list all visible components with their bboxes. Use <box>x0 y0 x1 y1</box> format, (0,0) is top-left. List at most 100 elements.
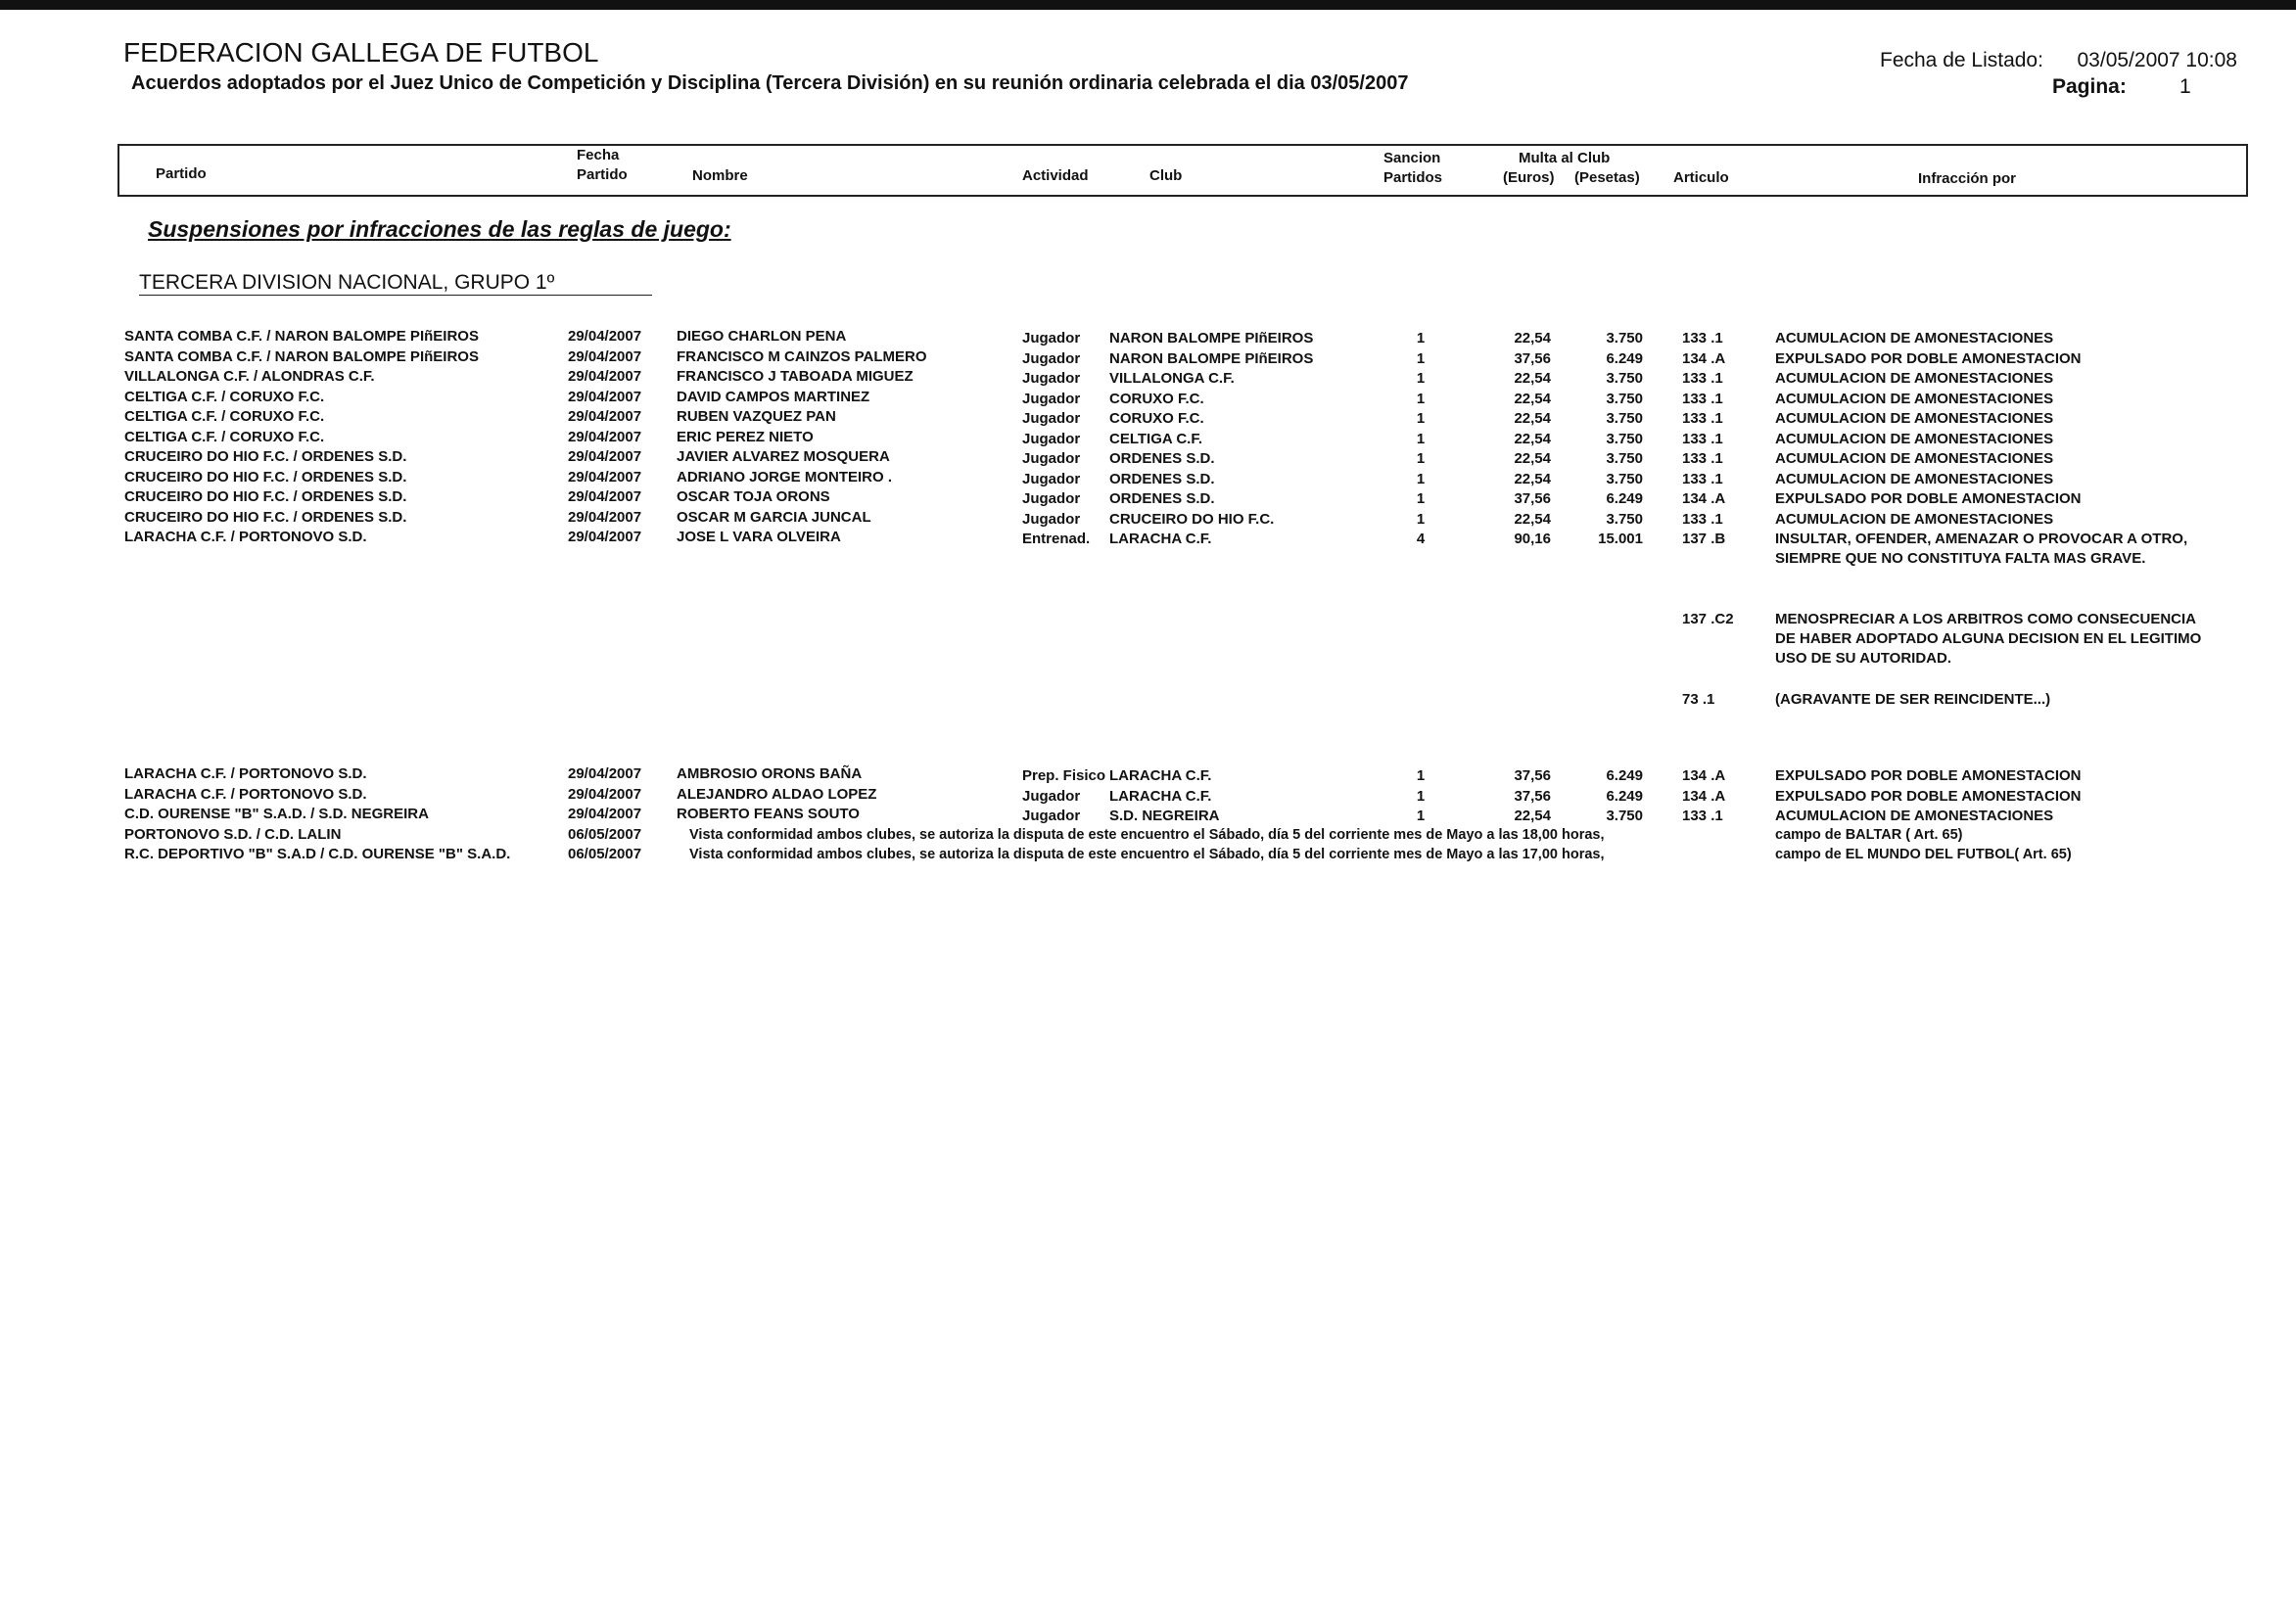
multa-pesetas: 6.249 <box>1606 787 1643 805</box>
col-pesetas: (Pesetas) <box>1574 169 1640 186</box>
fecha: 29/04/2007 <box>568 785 642 803</box>
multa-euros: 90,16 <box>1514 531 1551 547</box>
multa-pesetas: 3.750 <box>1606 808 1643 824</box>
infraccion: EXPULSADO POR DOBLE AMONESTACION <box>1775 349 2082 367</box>
col-euros: (Euros) <box>1503 169 1555 186</box>
title: FEDERACION GALLEGA DE FUTBOL <box>123 37 599 68</box>
actividad: Entrenad. <box>1022 531 1091 547</box>
col-fecha: Fecha <box>577 147 620 163</box>
multa-euros: 22,54 <box>1514 410 1551 427</box>
multa-euros: 22,54 <box>1514 470 1551 487</box>
articulo: 73 .1 <box>1682 691 1715 708</box>
infraccion: ACUMULACION DE AMONESTACIONES <box>1775 450 2054 467</box>
infraccion: ACUMULACION DE AMONESTACIONES <box>1775 808 2054 824</box>
fecha: 06/05/2007 <box>568 846 642 862</box>
actividad: Jugador <box>1022 470 1081 487</box>
club: CORUXO F.C. <box>1109 390 1204 407</box>
sancion-partidos: 1 <box>1416 470 1426 487</box>
club: LARACHA C.F. <box>1109 767 1212 784</box>
sancion-partidos: 1 <box>1416 450 1426 467</box>
actividad: Jugador <box>1022 349 1081 367</box>
nombre: FRANCISCO J TABOADA MIGUEZ <box>677 368 914 385</box>
multa-pesetas: 6.249 <box>1606 767 1643 784</box>
actividad: Jugador <box>1022 430 1081 447</box>
infraccion: EXPULSADO POR DOBLE AMONESTACION <box>1775 787 2082 805</box>
club: ORDENES S.D. <box>1109 470 1215 487</box>
page-label: Pagina: <box>2052 75 2127 98</box>
infraccion: INSULTAR, OFENDER, AMENAZAR O PROVOCAR A… <box>1775 531 2188 567</box>
club: CORUXO F.C. <box>1109 410 1204 427</box>
nombre: AMBROSIO ORONS BAÑA <box>677 765 863 782</box>
sancion-partidos: 1 <box>1416 767 1426 784</box>
club: ORDENES S.D. <box>1109 490 1215 507</box>
fecha: 29/04/2007 <box>568 765 642 782</box>
partido: C.D. OURENSE "B" S.A.D. / S.D. NEGREIRA <box>124 806 429 822</box>
nombre: DIEGO CHARLON PENA <box>677 328 847 345</box>
infraccion: ACUMULACION DE AMONESTACIONES <box>1775 390 2054 407</box>
multa-pesetas: 3.750 <box>1606 450 1643 467</box>
multa-euros: 37,56 <box>1514 767 1551 784</box>
column-header-box <box>117 144 2248 197</box>
multa-pesetas: 15.001 <box>1598 531 1643 547</box>
sancion-partidos: 1 <box>1416 410 1426 427</box>
partido: LARACHA C.F. / PORTONOVO S.D. <box>124 529 367 545</box>
articulo: 133 .1 <box>1682 808 1723 824</box>
nombre: ADRIANO JORGE MONTEIRO . <box>677 468 893 485</box>
subtitle: Acuerdos adoptados por el Juez Unico de … <box>131 72 1409 94</box>
fecha: 29/04/2007 <box>568 529 642 545</box>
articulo: 133 .1 <box>1682 390 1723 407</box>
club: VILLALONGA C.F. <box>1109 370 1235 387</box>
col-nombre: Nombre <box>692 167 748 184</box>
fecha: 29/04/2007 <box>568 347 642 365</box>
fecha: 29/04/2007 <box>568 468 642 485</box>
actividad: Jugador <box>1022 510 1081 528</box>
club: CRUCEIRO DO HIO F.C. <box>1109 510 1275 528</box>
multa-euros: 22,54 <box>1514 430 1551 447</box>
fecha: 29/04/2007 <box>568 448 642 465</box>
sancion-partidos: 1 <box>1416 430 1426 447</box>
articulo: 133 .1 <box>1682 330 1723 347</box>
multa-euros: 22,54 <box>1514 510 1551 528</box>
multa-euros: 37,56 <box>1514 349 1551 367</box>
nombre: OSCAR TOJA ORONS <box>677 488 830 505</box>
fecha: 06/05/2007 <box>568 825 642 843</box>
col-articulo: Articulo <box>1673 169 1729 186</box>
col-fecha: Partido <box>577 166 628 183</box>
infraccion: ACUMULACION DE AMONESTACIONES <box>1775 370 2054 387</box>
multa-euros: 22,54 <box>1514 808 1551 824</box>
nombre: DAVID CAMPOS MARTINEZ <box>677 388 870 405</box>
partido: SANTA COMBA C.F. / NARON BALOMPE PIñEIRO… <box>124 328 479 345</box>
multa-euros: 22,54 <box>1514 330 1551 347</box>
sancion-partidos: 1 <box>1416 349 1426 367</box>
multa-pesetas: 3.750 <box>1606 390 1643 407</box>
multa-euros: 22,54 <box>1514 390 1551 407</box>
sancion-partidos: 1 <box>1416 490 1426 507</box>
group-heading: TERCERA DIVISION NACIONAL, GRUPO 1º <box>139 270 652 296</box>
articulo: 133 .1 <box>1682 370 1723 387</box>
sancion-partidos: 1 <box>1416 510 1426 528</box>
club: CELTIGA C.F. <box>1109 430 1202 447</box>
infraccion: ACUMULACION DE AMONESTACIONES <box>1775 430 2054 447</box>
partido: LARACHA C.F. / PORTONOVO S.D. <box>124 785 367 803</box>
page-number: 1 <box>2179 75 2191 98</box>
partido: CRUCEIRO DO HIO F.C. / ORDENES S.D. <box>124 448 407 465</box>
actividad: Jugador <box>1022 370 1081 387</box>
nombre: JOSE L VARA OLVEIRA <box>677 529 841 545</box>
articulo: 137 .B <box>1682 531 1726 547</box>
articulo: 137 .C2 <box>1682 611 1734 627</box>
club: LARACHA C.F. <box>1109 531 1212 547</box>
multa-pesetas: 3.750 <box>1606 370 1643 387</box>
fecha: 29/04/2007 <box>568 408 642 425</box>
partido: PORTONOVO S.D. / C.D. LALIN <box>124 825 342 843</box>
nombre: JAVIER ALVAREZ MOSQUERA <box>677 448 890 465</box>
nombre: FRANCISCO M CAINZOS PALMERO <box>677 347 927 365</box>
multa-pesetas: 6.249 <box>1606 490 1643 507</box>
sancion-partidos: 1 <box>1416 330 1426 347</box>
partido: CRUCEIRO DO HIO F.C. / ORDENES S.D. <box>124 468 407 485</box>
infraccion: ACUMULACION DE AMONESTACIONES <box>1775 410 2054 427</box>
fecha: 29/04/2007 <box>568 368 642 385</box>
actividad: Jugador <box>1022 330 1081 347</box>
nombre: ERIC PEREZ NIETO <box>677 428 814 445</box>
club: ORDENES S.D. <box>1109 450 1215 467</box>
